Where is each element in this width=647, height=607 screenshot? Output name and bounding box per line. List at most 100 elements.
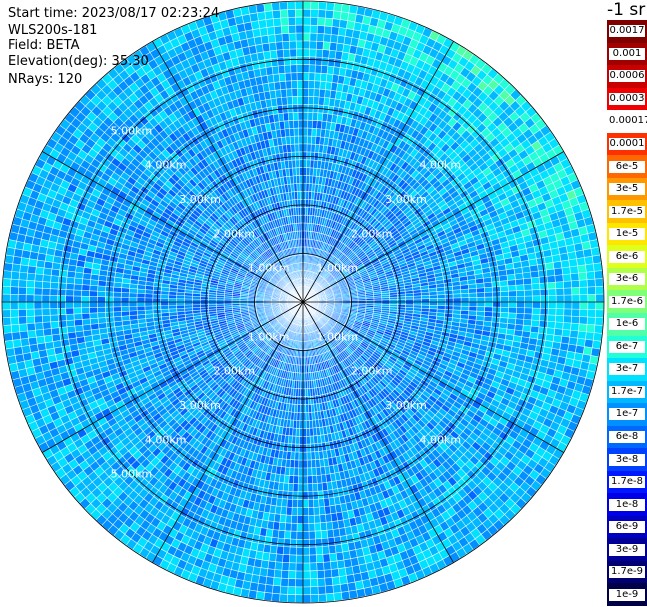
- ray-bin: [303, 515, 309, 524]
- ray-bin: [539, 320, 548, 328]
- ray-bin: [360, 80, 369, 90]
- ray-bin: [319, 268, 325, 276]
- ray-bin: [296, 547, 303, 555]
- ray-bin: [347, 168, 354, 177]
- ray-bin: [340, 12, 349, 21]
- ray-bin: [409, 215, 418, 223]
- ray-bin: [482, 117, 493, 128]
- ray-bin: [453, 181, 463, 191]
- ray-bin: [303, 460, 308, 468]
- ray-bin: [354, 188, 361, 197]
- ray-bin: [335, 232, 341, 240]
- ray-bin: [314, 515, 321, 523]
- ray-bin: [309, 555, 317, 563]
- ray-bin: [576, 338, 586, 347]
- ray-bin: [367, 168, 375, 177]
- ray-bin: [342, 257, 349, 264]
- ray-bin: [317, 267, 322, 275]
- ray-bin: [335, 222, 341, 231]
- ray-bin: [343, 258, 350, 265]
- ray-bin: [431, 145, 441, 155]
- ray-bin: [378, 165, 386, 174]
- ray-bin: [384, 123, 393, 133]
- ray-bin: [341, 245, 348, 253]
- ray-bin: [524, 302, 533, 308]
- ray-bin: [344, 167, 351, 176]
- ray-bin: [377, 214, 385, 222]
- ray-bin: [382, 158, 390, 167]
- ray-bin: [352, 224, 359, 232]
- ray-bin: [377, 204, 385, 212]
- ray-bin: [297, 515, 303, 524]
- ray-bin: [413, 302, 422, 306]
- ray-separator: [302, 37, 447, 303]
- ray-bin: [335, 91, 342, 100]
- ray-bin: [432, 180, 442, 189]
- ray-bin: [326, 254, 332, 262]
- ray-bin: [402, 124, 411, 134]
- ray-bin: [340, 255, 347, 262]
- ray-bin: [375, 212, 383, 220]
- ray-bin: [347, 13, 357, 22]
- ray-bin: [316, 232, 320, 241]
- ray-bin: [477, 302, 485, 307]
- ray-bin: [394, 176, 403, 185]
- ray-bin: [556, 308, 564, 316]
- ray-bin: [322, 251, 327, 260]
- ray-bin: [275, 554, 284, 562]
- ray-bin: [382, 187, 390, 196]
- ray-bin: [341, 591, 350, 600]
- ray-bin: [293, 476, 299, 484]
- ray-bin: [466, 124, 477, 134]
- ray-bin: [303, 444, 307, 452]
- ray-bin: [326, 264, 332, 271]
- ray-separator: [302, 13, 389, 303]
- ray-bin: [429, 189, 438, 198]
- ray-bin: [387, 239, 396, 246]
- ray-bin: [288, 563, 297, 571]
- ray-bin: [412, 49, 423, 59]
- ray-bin: [481, 152, 491, 163]
- ray-bin: [487, 147, 498, 158]
- ray-bin: [587, 279, 596, 288]
- ray-bin: [325, 202, 330, 211]
- ray-bin: [346, 239, 353, 247]
- ray-bin: [334, 123, 341, 132]
- ray-bin: [387, 212, 395, 221]
- ray-bin: [346, 250, 353, 258]
- ray-bin: [485, 297, 493, 302]
- ray-bin: [392, 119, 401, 128]
- ray-bin: [287, 594, 296, 603]
- ray-bin: [297, 507, 303, 516]
- ray-bin: [319, 81, 327, 90]
- ray-bin: [337, 232, 343, 241]
- ray-bin: [291, 507, 298, 516]
- ray-bin: [342, 217, 349, 226]
- ray-bin: [351, 256, 358, 263]
- ray-bin: [363, 202, 370, 211]
- ray-bin: [263, 592, 273, 601]
- ray-bin: [324, 89, 331, 98]
- ray-bin: [339, 575, 348, 585]
- ray-bin: [309, 33, 318, 41]
- ray-bin: [308, 499, 314, 508]
- ray-bin: [433, 106, 443, 117]
- ray-bin: [555, 281, 564, 289]
- ray-bin: [389, 227, 397, 235]
- ray-bin: [303, 152, 307, 160]
- ray-bin: [426, 173, 435, 182]
- ray-bin: [324, 26, 332, 35]
- ray-bin: [373, 136, 382, 145]
- ray-bin: [423, 139, 433, 149]
- ray-bin: [286, 507, 293, 515]
- ray-bin: [322, 105, 329, 114]
- ray-bin: [337, 198, 343, 206]
- ray-bin: [296, 531, 303, 540]
- ray-bin: [326, 114, 333, 123]
- ray-bin: [366, 57, 375, 67]
- ray-bin: [395, 33, 405, 44]
- ray-bin: [453, 293, 461, 299]
- ray-bin: [328, 228, 334, 237]
- ray-bin: [344, 201, 351, 210]
- ray-bin: [324, 235, 329, 243]
